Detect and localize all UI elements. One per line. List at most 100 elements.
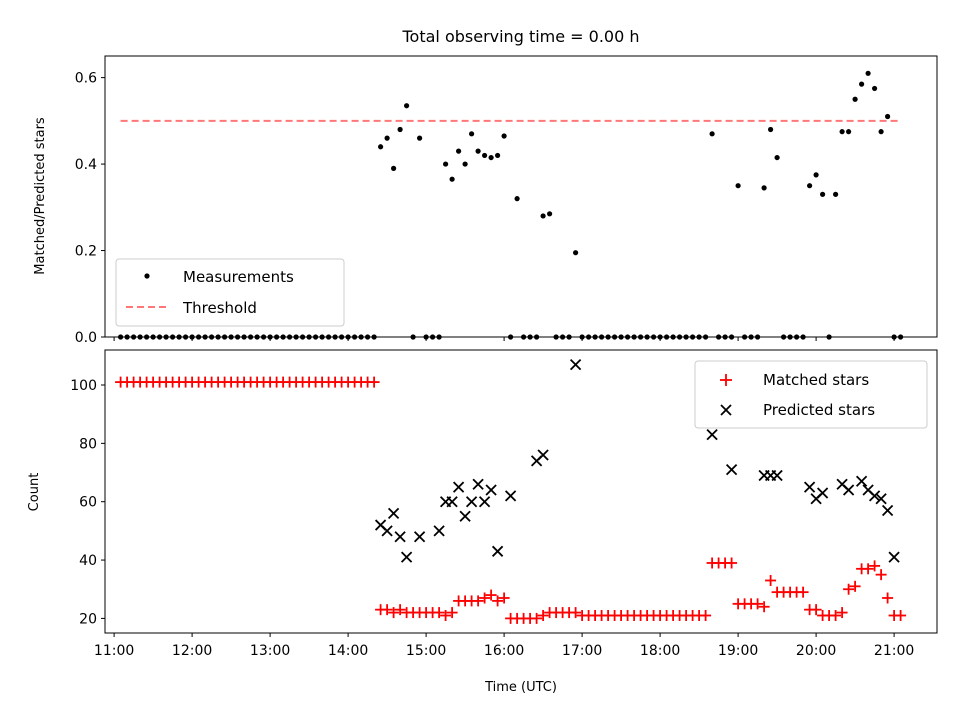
top-y-tick-label: 0.4: [75, 157, 97, 173]
measurement-point: [501, 133, 507, 139]
measurement-point: [443, 161, 449, 167]
measurement-point: [397, 126, 403, 133]
predicted-stars-point: [413, 531, 426, 543]
matched-stars-point: [485, 589, 497, 601]
matched-stars-point: [797, 586, 809, 598]
measurement-point: [384, 135, 390, 141]
bottom-plot-frame: [104, 349, 938, 634]
matched-stars-point: [570, 607, 582, 619]
matched-stars-point: [843, 583, 855, 595]
measurement-point: [547, 211, 553, 217]
top-legend: Measurements Threshold: [115, 258, 345, 327]
bottom-y-tick-label: 40: [79, 553, 97, 569]
measurement-point: [807, 183, 813, 189]
top-legend-box: [115, 258, 345, 327]
predicted-stars-point: [446, 496, 458, 508]
measurement-point: [709, 131, 715, 137]
measurement-point: [833, 191, 839, 197]
matched-stars-point: [440, 609, 452, 621]
measurement-point: [878, 129, 884, 135]
legend-predicted-marker: [720, 404, 732, 416]
measurement-point: [475, 148, 481, 154]
measurement-point: [885, 113, 891, 120]
matched-stars-point: [882, 592, 894, 604]
matched-stars-point: [810, 604, 822, 616]
measurement-point: [417, 135, 423, 141]
matched-stars-point: [531, 612, 543, 624]
legend-matched-label: Matched stars: [763, 371, 869, 389]
bottom-y-axis-label: Count: [27, 473, 42, 512]
x-tick-label: 21:00: [874, 643, 914, 659]
measurement-point: [573, 250, 579, 256]
measurement-point: [872, 85, 878, 92]
predicted-stars-point: [881, 504, 894, 517]
predicted-stars-point: [472, 478, 484, 490]
x-tick-label: 16:00: [484, 643, 524, 659]
predicted-stars-point: [459, 510, 471, 522]
matched-stars-point: [875, 569, 887, 581]
predicted-stars-point: [504, 490, 517, 502]
x-tick-label: 15:00: [406, 643, 446, 659]
matched-stars-point: [752, 598, 764, 610]
legend-measurements-marker: [144, 273, 150, 279]
measurement-point: [820, 191, 826, 197]
bottom-legend-box: [694, 360, 928, 429]
count-panel: 20 40 60 80 100 11:00 12:00 13:00 14:00 15:00 16:0…: [27, 349, 938, 695]
measurement-point: [761, 185, 767, 191]
matched-stars-point: [368, 376, 380, 388]
measurement-point: [846, 129, 852, 135]
predicted-stars-point: [855, 475, 868, 487]
legend-threshold-label: Threshold: [182, 299, 257, 317]
measurement-point: [449, 176, 455, 182]
predicted-stars-point: [888, 551, 900, 563]
bottom-y-tick-label: 20: [79, 611, 97, 627]
matched-stars-point: [836, 607, 848, 619]
matched-stars-point: [758, 601, 770, 613]
predicted-stars-point: [485, 484, 497, 496]
measurement-point: [839, 129, 845, 135]
top-plot-frame: [104, 55, 938, 338]
matched-stars-point: [446, 607, 458, 619]
x-tick-label: 20:00: [796, 643, 836, 659]
predicted-stars-point: [394, 531, 406, 543]
measurement-point: [859, 81, 865, 87]
predicted-stars-point: [842, 484, 855, 496]
predicted-stars-point: [465, 496, 478, 508]
measurement-point: [865, 70, 871, 76]
top-y-tick-label: 0.0: [75, 330, 97, 346]
measurements-panel: 0.0 0.2 0.4 0.6 Total observing time = 0.00…: [33, 27, 938, 346]
measurement-point: [774, 154, 780, 161]
measurement-point: [852, 96, 858, 102]
matched-stars-point: [869, 560, 881, 572]
x-tick-label: 12:00: [172, 643, 212, 659]
measurement-point: [391, 165, 397, 171]
measurement-point: [514, 196, 520, 202]
predicted-stars-point: [537, 449, 549, 461]
legend-measurements-label: Measurements: [183, 268, 294, 286]
matched-stars-point: [381, 604, 393, 616]
measurement-point: [462, 161, 468, 167]
bottom-y-tick-label: 60: [79, 495, 97, 511]
measurement-point: [735, 183, 741, 189]
measurement-point: [540, 213, 546, 219]
measurement-point: [469, 131, 475, 137]
matched-stars-point: [765, 574, 777, 586]
bottom-marks: [115, 358, 907, 624]
measurement-point: [482, 152, 488, 159]
matched-stars-point: [433, 607, 445, 619]
predicted-stars-point: [387, 507, 400, 520]
predicted-stars-point: [706, 428, 718, 441]
predicted-stars-point: [452, 481, 465, 493]
legend-predicted-label: Predicted stars: [763, 401, 875, 419]
matched-stars-point: [537, 609, 549, 621]
predicted-stars-point: [868, 490, 881, 502]
matched-stars-point: [862, 563, 874, 575]
legend-matched-marker: [720, 374, 732, 386]
predicted-stars-point: [725, 463, 738, 476]
measurement-point: [456, 148, 462, 154]
matched-stars-point: [895, 609, 907, 621]
x-tick-label: 11:00: [94, 643, 134, 659]
predicted-stars-point: [400, 551, 413, 563]
predicted-stars-point: [816, 487, 829, 499]
